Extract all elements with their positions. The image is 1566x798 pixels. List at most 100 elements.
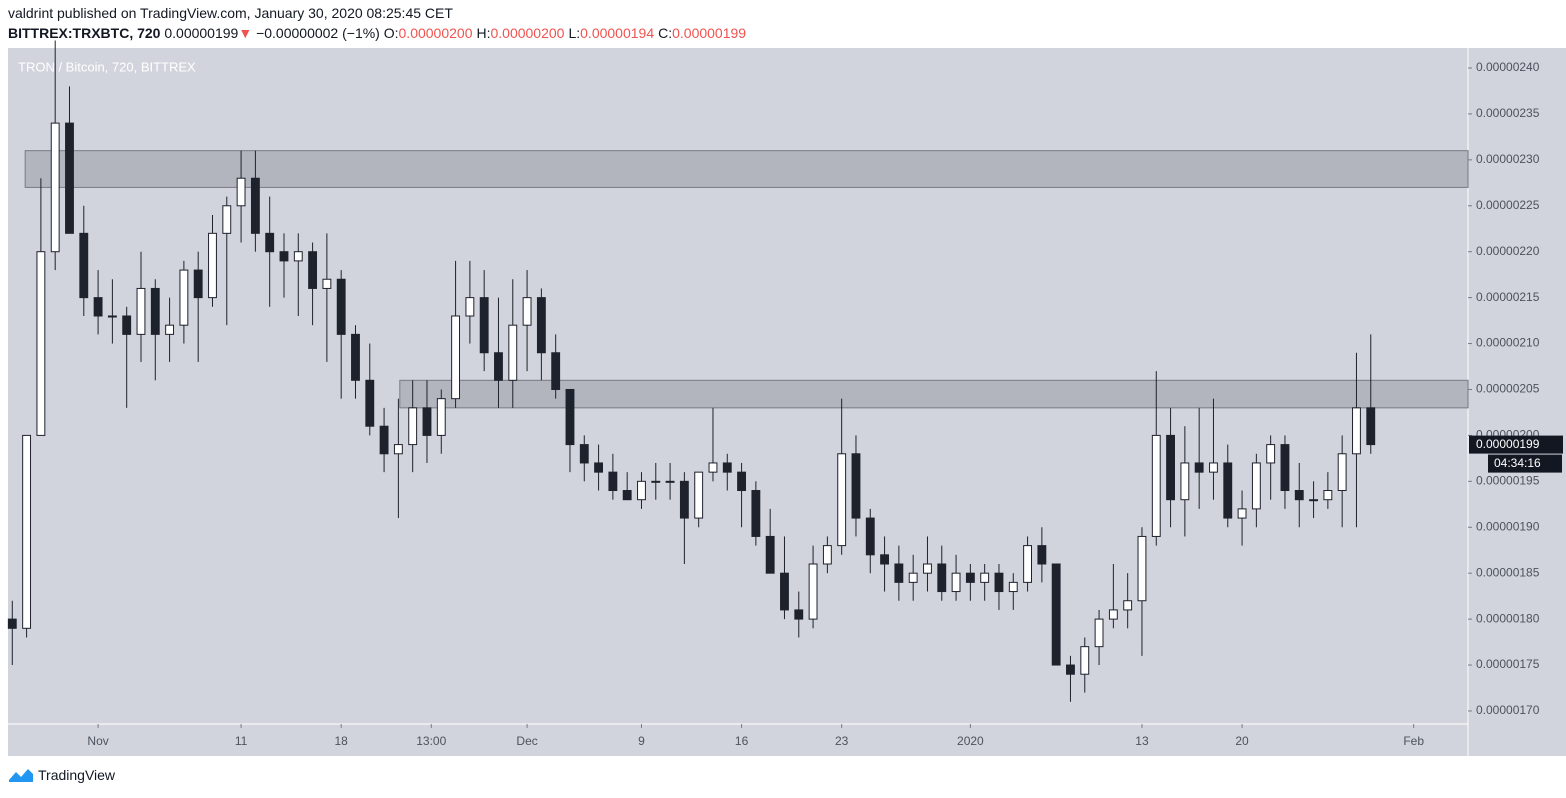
candle-body [1337,453,1347,492]
y-tick-label: 0.00000180 [1476,611,1540,625]
y-tick-label: 0.00000235 [1476,106,1540,120]
y-tick-label: 0.00000170 [1476,703,1540,717]
candle-body [1366,407,1376,446]
candle-body [50,122,60,253]
y-tick-label: 0.00000205 [1476,382,1540,396]
candle-body [1008,581,1018,593]
candle-body [1094,618,1104,648]
x-tick-label: 16 [735,734,749,748]
candle-body [536,297,546,354]
candle-body [1223,462,1233,519]
candle-body [279,251,289,262]
candle-body [479,297,489,354]
candle-body [1309,499,1318,502]
candle-body [494,352,503,381]
candle-body [422,407,432,436]
brand: TradingView [38,767,116,783]
candle-body [765,535,775,574]
y-tick-label: 0.00000215 [1476,290,1540,304]
candle-body [93,297,103,317]
candle-body [293,251,303,262]
candle-body [1352,407,1361,455]
candle-body [1066,664,1075,675]
candle-body [551,352,561,390]
candle-body [465,297,475,317]
x-tick-label: 18 [335,734,349,748]
candle-body [608,471,618,492]
candle-body [965,572,975,583]
y-tick-label: 0.00000220 [1476,244,1540,258]
candle-body [1251,462,1261,510]
candle-body [923,563,932,574]
countdown: 04:34:16 [1494,456,1541,470]
y-tick-label: 0.00000230 [1476,152,1540,166]
candle-body [379,425,389,455]
logo [9,769,33,782]
symbol: BITTREX:TRXBTC, 720 [8,25,161,41]
candle-body [208,232,217,299]
y-tick-label: 0.00000185 [1476,565,1540,579]
chart-title: TRON / Bitcoin, 720, BITTREX [18,59,196,74]
candle-body [436,398,446,436]
candle-body [522,297,532,326]
candle-body [565,388,575,446]
candle-body [837,453,847,547]
plot-background [8,48,1566,756]
candle-body [908,572,918,583]
y-tick-label: 0.00000175 [1476,657,1540,671]
candle-body [193,269,203,299]
ohlc-value: 0.00000200 [398,25,473,41]
candle-body [937,563,947,593]
x-tick-label: Nov [87,734,108,748]
y-tick-label: 0.00000190 [1476,519,1540,533]
x-tick-label: 9 [638,734,645,748]
change: −0.00000002 (−1%) [256,25,380,41]
x-tick-label: 23 [835,734,849,748]
candle-body [107,315,117,318]
candle-body [1037,545,1047,565]
candle-body [780,572,789,611]
candle-body [1137,535,1147,602]
candle-body [1280,444,1290,492]
y-tick-label: 0.00000240 [1476,60,1540,74]
candle-body [579,444,589,464]
y-tick-label: 0.00000225 [1476,198,1540,212]
candle-body [822,545,832,565]
candle-body [265,232,275,253]
symbol-line: BITTREX:TRXBTC, 720 0.00000199▼ −0.00000… [8,25,750,41]
candle-body [951,572,961,593]
candle-body [365,379,375,427]
candle-body [508,324,518,381]
candle-body [708,462,718,473]
candle-body [451,315,461,400]
arrow: ▼ [238,25,253,41]
ohlc-key: C: [658,25,673,41]
candle-body [65,122,74,234]
candle-body [1023,545,1033,583]
price: 0.00000199 [164,25,239,41]
candle-body [808,563,818,620]
candle-body [1108,609,1118,620]
ohlc-value: 0.00000199 [672,25,747,41]
candle-body [7,618,17,629]
candle-body [250,177,260,234]
candle-body [150,287,160,335]
candle-body [408,407,418,446]
candle-body [1266,444,1276,464]
candle-body [1166,434,1175,501]
candle-body [622,490,632,501]
ohlc-key: H: [476,25,491,41]
footer: TradingView [8,766,115,784]
candle-body [722,462,732,473]
candle-body [1294,490,1304,501]
y-tick-label: 0.00000195 [1476,474,1540,488]
candle-body [1237,508,1247,519]
candle-body [894,563,904,583]
candle-body [165,324,175,335]
candle-body [351,333,360,381]
candle-body [880,554,890,565]
ohlc-key: O: [383,25,399,41]
candle-body [737,471,747,492]
